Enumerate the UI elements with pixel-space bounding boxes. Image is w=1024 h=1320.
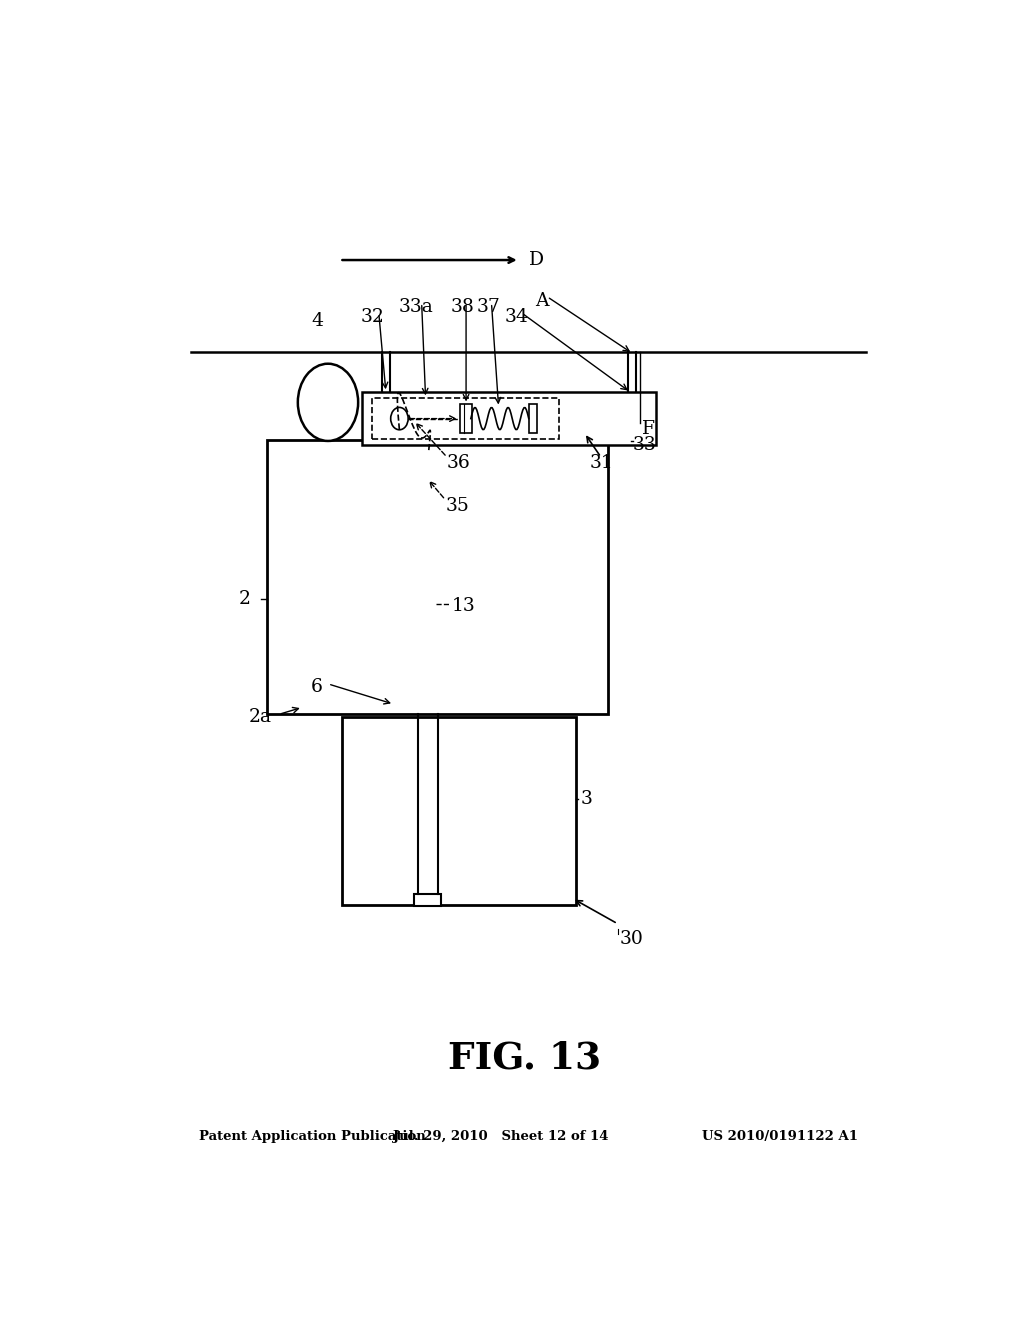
Text: US 2010/0191122 A1: US 2010/0191122 A1	[702, 1130, 858, 1143]
Text: 32: 32	[360, 308, 384, 326]
Text: 13: 13	[452, 597, 475, 615]
Text: 34: 34	[505, 308, 528, 326]
Circle shape	[298, 364, 358, 441]
Text: 3: 3	[581, 789, 592, 808]
Text: A: A	[536, 292, 549, 310]
Text: 2: 2	[240, 590, 251, 607]
Text: 36: 36	[447, 454, 471, 473]
Text: 37: 37	[476, 298, 501, 315]
Text: 35: 35	[445, 498, 469, 515]
Circle shape	[391, 408, 409, 430]
Text: 33: 33	[633, 436, 656, 454]
Text: 38: 38	[451, 298, 475, 315]
Text: FIG. 13: FIG. 13	[449, 1039, 601, 1076]
Text: F: F	[642, 420, 655, 438]
Text: 2a: 2a	[249, 709, 271, 726]
Text: Patent Application Publication: Patent Application Publication	[200, 1130, 426, 1143]
Text: 4: 4	[311, 312, 323, 330]
Text: 33a: 33a	[398, 298, 433, 315]
Bar	[414, 894, 441, 907]
Text: Jul. 29, 2010   Sheet 12 of 14: Jul. 29, 2010 Sheet 12 of 14	[393, 1130, 608, 1143]
Bar	[362, 392, 655, 445]
Text: 31: 31	[590, 454, 613, 473]
Bar	[460, 404, 472, 433]
Text: 30: 30	[620, 931, 644, 948]
Text: 6: 6	[310, 678, 323, 696]
Bar	[342, 718, 577, 906]
Bar	[267, 440, 608, 714]
Bar	[373, 399, 559, 440]
Bar	[528, 404, 537, 433]
Text: D: D	[528, 251, 544, 269]
